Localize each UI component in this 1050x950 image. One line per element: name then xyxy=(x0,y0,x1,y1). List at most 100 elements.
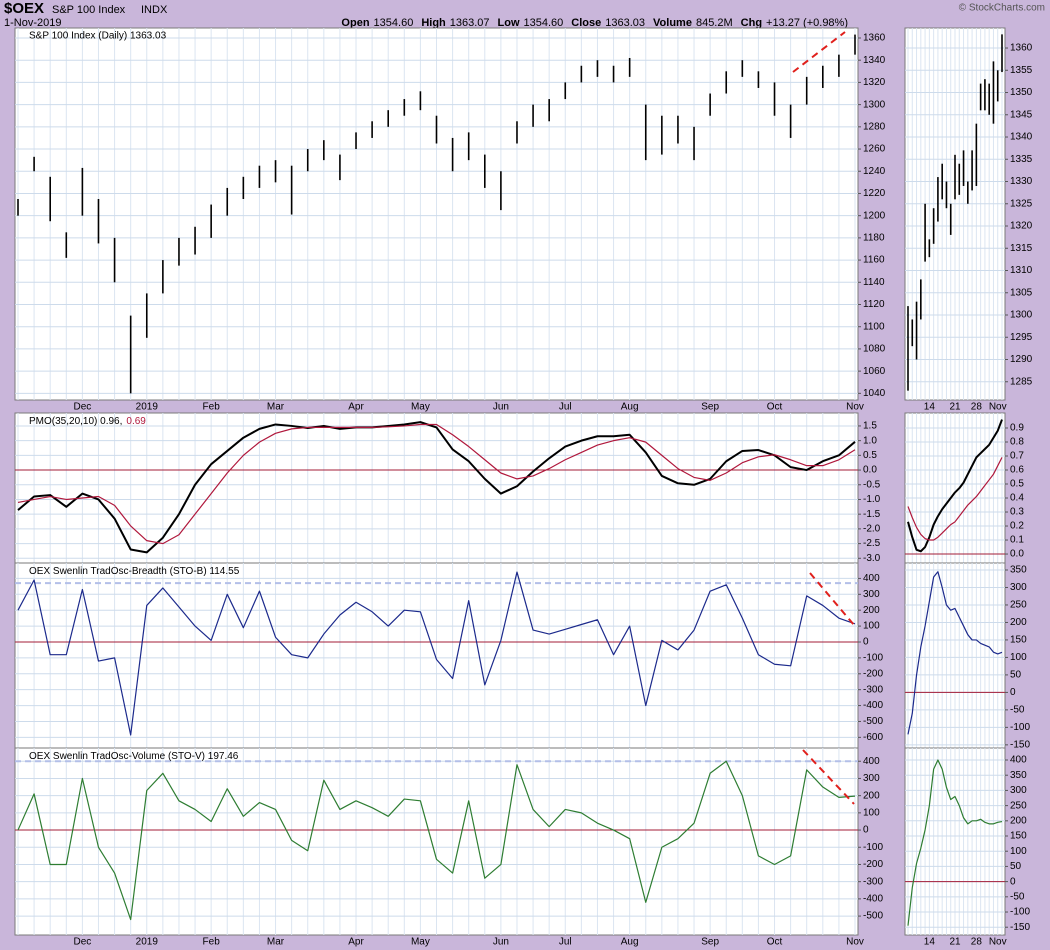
series-line xyxy=(17,423,856,545)
y-tick-label: 1280 xyxy=(863,121,886,132)
x-tick-label: Apr xyxy=(348,402,364,413)
y-tick-label: 100 xyxy=(863,621,880,632)
y-tick-label: 0.0 xyxy=(1010,549,1024,560)
y-tick-label: 0.8 xyxy=(1010,437,1024,448)
y-tick-label: 200 xyxy=(1010,617,1027,628)
panel: 350 300 250 200 150 100 50 0 -50 -100 -150 xyxy=(904,562,1030,750)
x-tick-label: Jul xyxy=(559,402,572,413)
y-tick-label: 300 xyxy=(863,589,880,600)
x-tick-label: Sep xyxy=(701,402,719,413)
y-tick-label: -1.5 xyxy=(863,509,881,520)
x-tick-label: Feb xyxy=(203,937,221,948)
y-tick-label: 1305 xyxy=(1010,287,1033,298)
y-tick-label: -3.0 xyxy=(863,553,881,564)
x-tick-label: 28 xyxy=(971,402,983,413)
x-tick-label: Nov xyxy=(989,937,1007,948)
y-tick-label: 1310 xyxy=(1010,265,1033,276)
quote-value: 1363.03 xyxy=(605,17,645,29)
series-line xyxy=(907,759,1003,926)
y-tick-label: 200 xyxy=(1010,815,1027,826)
y-tick-label: -500 xyxy=(863,911,883,922)
y-tick-label: 1320 xyxy=(1010,221,1033,232)
y-tick-label: 0 xyxy=(1010,687,1016,698)
quote-value: 845.2M xyxy=(696,17,733,29)
y-tick-label: 50 xyxy=(1010,861,1022,872)
y-tick-label: 350 xyxy=(1010,565,1027,576)
x-tick-label: 14 xyxy=(924,937,936,948)
panel: 400 300 200 100 0 -100 -200 -300 -400 -500 -600 OEX… xyxy=(14,562,883,749)
legend-entry: OEX Swenlin TradOsc-Breadth (STO-B) 114.… xyxy=(29,566,240,577)
y-tick-label: 250 xyxy=(1010,800,1027,811)
y-tick-label: -200 xyxy=(863,668,883,679)
x-tick-label: Aug xyxy=(621,402,639,413)
y-tick-label: -150 xyxy=(1010,922,1030,933)
y-tick-label: 1335 xyxy=(1010,154,1033,165)
y-tick-label: -500 xyxy=(863,716,883,727)
y-tick-label: 1.0 xyxy=(863,435,877,446)
y-tick-label: -400 xyxy=(863,700,883,711)
y-tick-label: -100 xyxy=(863,842,883,853)
y-tick-label: -600 xyxy=(863,732,883,743)
x-tick-label: 28 xyxy=(971,937,983,948)
y-tick-label: 1340 xyxy=(863,55,886,66)
x-tick-label: Aug xyxy=(621,937,639,948)
y-tick-label: 400 xyxy=(863,573,880,584)
x-tick-label: Dec xyxy=(73,402,91,413)
quote: Open 1354.60 High 1363.07 Low 1354.60 Close 136… xyxy=(341,17,848,29)
y-tick-label: 100 xyxy=(863,807,880,818)
y-tick-label: -100 xyxy=(863,653,883,664)
x-tick-label: Nov xyxy=(989,402,1007,413)
x-tick-label: 14 xyxy=(924,402,936,413)
credit: © StockCharts.com xyxy=(959,3,1045,14)
y-tick-label: -100 xyxy=(1010,907,1030,918)
quote-label: Chg xyxy=(741,17,762,29)
date: 1-Nov-2019 xyxy=(4,17,61,29)
y-tick-label: 0 xyxy=(863,825,869,836)
panel: 0.9 0.8 0.7 0.6 0.5 0.4 0.3 0.2 0.1 0.0 xyxy=(904,412,1024,564)
plots: 1040 1060 1080 1100 1120 1140 1160 1180 1200 1220… xyxy=(14,27,1033,948)
series-line xyxy=(907,571,1003,735)
y-tick-label: -300 xyxy=(863,684,883,695)
x-tick-label: Oct xyxy=(767,937,783,948)
y-tick-label: 0.7 xyxy=(1010,451,1024,462)
y-tick-label: 1140 xyxy=(863,277,885,288)
y-tick-label: -400 xyxy=(863,894,883,905)
quote-label: Close xyxy=(571,17,601,29)
series-line xyxy=(17,571,856,736)
y-tick-label: 0 xyxy=(1010,876,1016,887)
y-tick-label: 1315 xyxy=(1010,243,1033,254)
y-tick-label: 300 xyxy=(1010,582,1027,593)
price-legend: S&P 100 Index (Daily) 1363.03 xyxy=(29,31,167,42)
series-line xyxy=(907,457,1003,541)
quote-label: Open xyxy=(341,17,369,29)
y-tick-label: 300 xyxy=(1010,785,1027,796)
y-tick-label: -300 xyxy=(863,876,883,887)
x-tick-label: Mar xyxy=(267,937,285,948)
x-tick-label: Jun xyxy=(493,402,509,413)
index-name: S&P 100 Index xyxy=(52,4,126,16)
y-tick-label: 1285 xyxy=(1010,376,1033,387)
y-tick-label: 0.9 xyxy=(1010,423,1024,434)
panel: 1.5 1.0 0.5 0.0 -0.5 -1.0 -1.5 -2.0 -2.5 -3.0 PMO(… xyxy=(14,412,881,564)
quote-label: High xyxy=(421,17,446,29)
quote-label: Low xyxy=(498,17,520,29)
series-line xyxy=(907,419,1003,553)
y-tick-label: 0.6 xyxy=(1010,465,1024,476)
y-tick-label: 1360 xyxy=(863,33,886,44)
y-tick-label: 1300 xyxy=(863,99,886,110)
y-tick-label: 1290 xyxy=(1010,354,1033,365)
quote-value: 1363.07 xyxy=(450,17,490,29)
y-tick-label: 1040 xyxy=(863,388,886,399)
y-tick-label: 1350 xyxy=(1010,87,1033,98)
y-tick-label: 400 xyxy=(863,756,880,767)
panel: 400 350 300 250 200 150 100 50 0 -50 -100 -150 14 21 2… xyxy=(904,747,1030,948)
y-tick-label: 1240 xyxy=(863,166,886,177)
legend-entry: PMO(35,20,10) 0.96, xyxy=(29,416,122,427)
x-tick-label: Nov xyxy=(846,937,864,948)
y-tick-label: -200 xyxy=(863,859,883,870)
legend: OEX Swenlin TradOsc-Breadth (STO-B) 114.… xyxy=(29,566,240,577)
y-tick-label: 1080 xyxy=(863,344,886,355)
y-tick-label: 1200 xyxy=(863,210,886,221)
